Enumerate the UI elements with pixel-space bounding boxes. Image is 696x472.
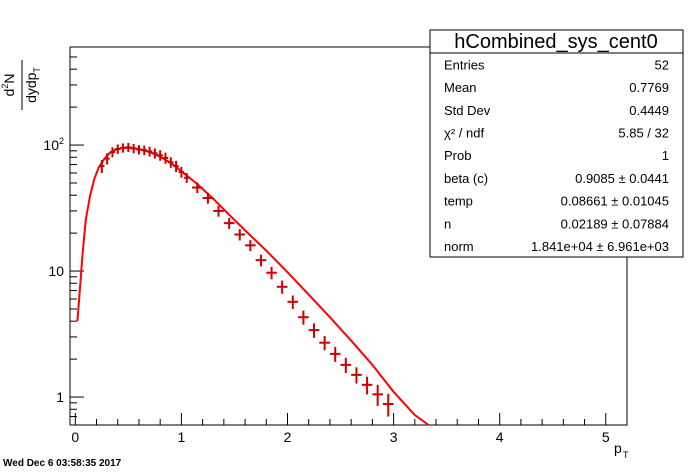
data-point xyxy=(351,367,362,384)
data-point xyxy=(184,173,190,183)
data-point xyxy=(223,217,235,229)
data-point xyxy=(109,147,116,158)
data-point xyxy=(372,384,383,406)
data-point xyxy=(287,295,299,309)
data-point xyxy=(104,153,110,165)
y-axis-label: d2N xyxy=(0,74,17,97)
data-point xyxy=(131,143,137,154)
stats-row-value: 1.841e+04 ± 6.961e+03 xyxy=(531,239,669,254)
x-tick-label: 5 xyxy=(602,429,610,445)
stats-row-label: χ² / ndf xyxy=(444,125,484,140)
stats-row-value: 5.85 / 32 xyxy=(618,125,669,140)
svg-text:d2N: d2N xyxy=(0,74,17,97)
y-tick-label: 10 xyxy=(48,263,64,279)
stats-row-label: temp xyxy=(444,194,473,209)
data-point xyxy=(308,323,320,338)
y-axis-label-bottom: dydpT xyxy=(23,67,42,103)
x-tick-label: 4 xyxy=(496,429,504,445)
stats-row-value: 52 xyxy=(655,57,669,72)
data-point xyxy=(192,182,203,194)
data-point xyxy=(141,145,147,156)
points-layer xyxy=(99,142,394,417)
stats-row-label: Prob xyxy=(444,148,471,163)
data-point xyxy=(340,357,352,374)
svg-text:dydpT: dydpT xyxy=(23,67,42,103)
axis-ticks: 0 1 2 3 4 5 1 10 102 xyxy=(43,46,610,445)
data-point xyxy=(319,336,330,351)
stats-rows: Entries 52 Mean 0.7769 Std Dev 0.4449 χ² / ndf… xyxy=(444,57,669,254)
data-point xyxy=(146,146,153,157)
timestamp: Wed Dec 6 03:58:35 2017 xyxy=(3,458,122,469)
data-point xyxy=(162,152,169,164)
data-point xyxy=(266,266,277,280)
data-point xyxy=(157,150,163,161)
data-point xyxy=(382,393,394,417)
data-point xyxy=(178,166,185,178)
data-point xyxy=(298,310,309,325)
svg-text:p: p xyxy=(614,440,622,456)
x-tick-label: 3 xyxy=(390,429,398,445)
data-point xyxy=(245,240,256,252)
x-tick-label: 0 xyxy=(71,429,79,445)
data-point xyxy=(202,192,214,204)
data-point xyxy=(213,205,224,217)
stats-box: hCombined_sys_cent0 Entries 52 Mean 0.7769 S… xyxy=(429,29,684,258)
data-point xyxy=(255,254,267,267)
stats-row-value: 1 xyxy=(662,148,669,163)
stats-row-label: Entries xyxy=(444,57,485,72)
x-axis-label: p T xyxy=(614,440,629,460)
stats-row-label: norm xyxy=(444,239,474,254)
data-point xyxy=(168,157,174,168)
stats-row-value: 0.9085 ± 0.0441 xyxy=(575,171,669,186)
stats-row-value: 0.7769 xyxy=(629,80,669,95)
data-point xyxy=(115,144,121,154)
stats-row-value: 0.02189 ± 0.07884 xyxy=(561,216,669,231)
stats-row-label: beta (c) xyxy=(444,171,488,186)
data-point xyxy=(120,143,126,153)
stats-title: hCombined_sys_cent0 xyxy=(454,31,657,53)
stats-row-value: 0.4449 xyxy=(629,103,669,118)
data-point xyxy=(173,160,179,173)
data-point xyxy=(99,160,105,173)
data-point xyxy=(276,280,288,294)
x-tick-label: 1 xyxy=(178,429,186,445)
stats-row-label: Mean xyxy=(444,80,477,95)
data-point xyxy=(361,376,373,395)
data-point xyxy=(136,145,142,155)
data-point xyxy=(125,142,132,153)
x-tick-label: 2 xyxy=(284,429,292,445)
stats-box-frame xyxy=(429,29,684,258)
data-point xyxy=(329,346,341,362)
data-point xyxy=(234,229,246,241)
y-tick-label: 102 xyxy=(43,136,64,153)
stats-row-value: 0.08661 ± 0.01045 xyxy=(561,194,669,209)
svg-text:T: T xyxy=(623,450,629,460)
stats-row-label: n xyxy=(444,216,451,231)
data-point xyxy=(152,148,158,159)
stats-row-label: Std Dev xyxy=(444,103,491,118)
y-tick-label: 1 xyxy=(56,389,64,405)
